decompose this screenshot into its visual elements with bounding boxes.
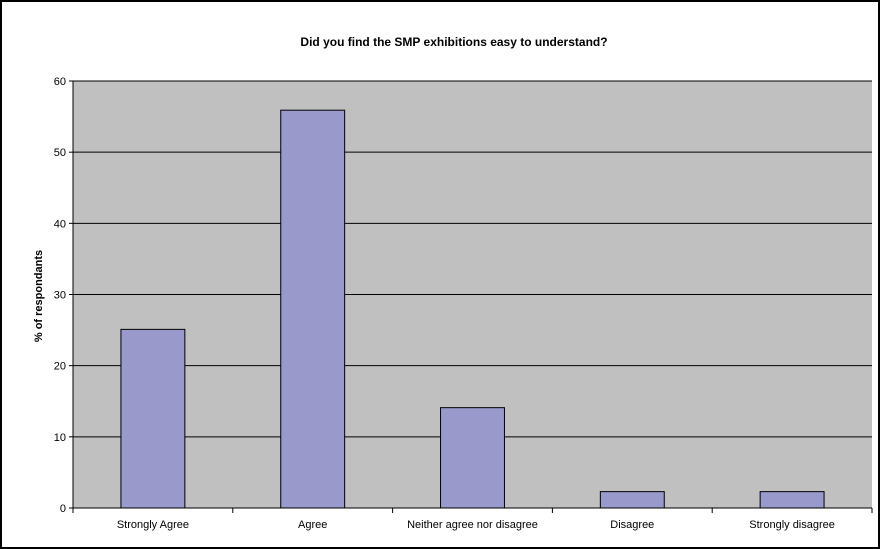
x-tick-label: Disagree xyxy=(610,519,654,531)
y-tick-label: 50 xyxy=(54,147,66,159)
bar-agree xyxy=(280,109,346,509)
x-tick-label: Strongly Agree xyxy=(117,519,189,531)
bar-neither-agree-nor-disagree xyxy=(440,407,505,509)
x-tick-label: Agree xyxy=(298,519,327,531)
y-tick-label: 60 xyxy=(54,76,66,88)
chart-title: Did you find the SMP exhibitions easy to… xyxy=(300,35,607,49)
y-tick-label: 20 xyxy=(54,361,66,373)
y-tick-label: 10 xyxy=(54,432,66,444)
y-axis-title: % of respondants xyxy=(33,250,45,342)
bar-strongly-agree xyxy=(120,328,186,509)
y-tick-label: 30 xyxy=(54,290,66,302)
x-tick-label: Neither agree nor disagree xyxy=(407,519,538,531)
bar-disagree xyxy=(599,491,665,509)
y-tick-label: 0 xyxy=(60,503,66,515)
y-tick-label: 40 xyxy=(54,218,66,230)
bar-strongly-disagree xyxy=(759,491,825,509)
x-tick-label: Strongly disagree xyxy=(749,519,835,531)
